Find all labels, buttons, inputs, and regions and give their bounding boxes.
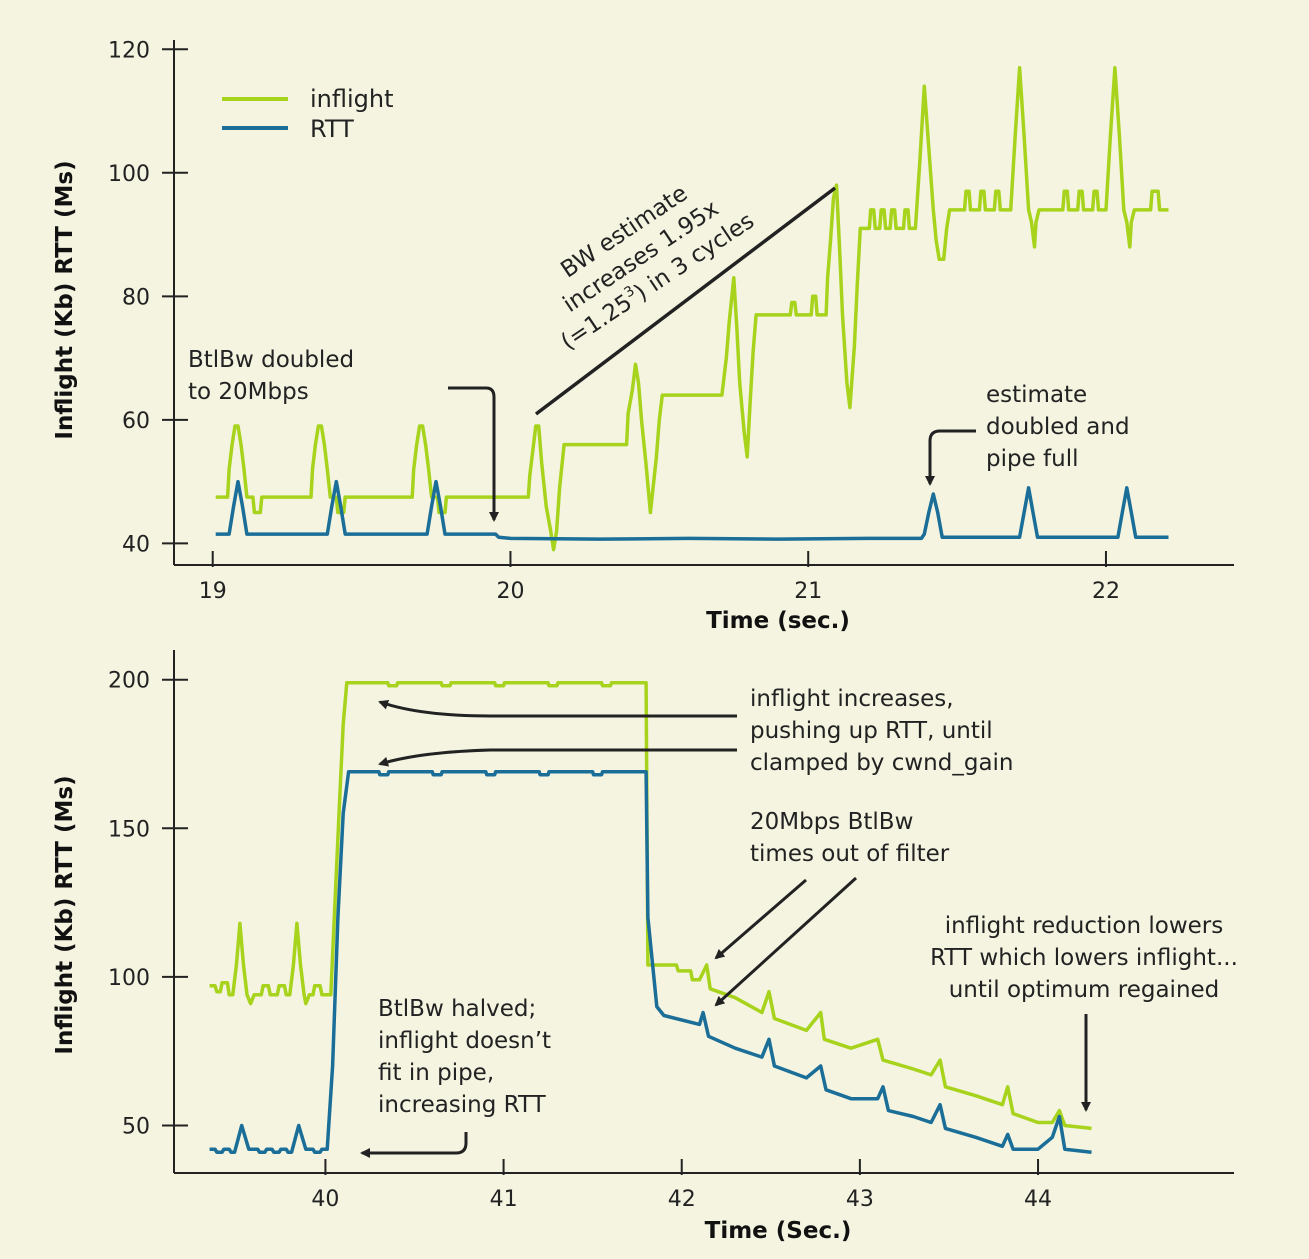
x-tick-label: 44 xyxy=(1024,1187,1052,1212)
y-tick-label: 120 xyxy=(108,38,150,63)
annotation-line: times out of filter xyxy=(750,841,950,867)
top-y-axis-title: Inflight (Kb) RTT (Ms) xyxy=(52,160,78,439)
chart-top: 40 60 80 100 120 19 20 21 22 Inflight (Kb) RTT (… xyxy=(52,38,1234,634)
series-line-inflight xyxy=(215,66,1169,552)
x-tick-label: 40 xyxy=(311,1187,339,1212)
annotation-line: pushing up RTT, until xyxy=(750,718,993,744)
series-line-rtt xyxy=(209,770,1092,1154)
legend-inflight-label: inflight xyxy=(310,85,394,113)
annotation-arrow xyxy=(925,429,976,486)
y-tick-label: 100 xyxy=(108,162,150,187)
annotation-estimate-doubled: estimate doubled and pipe full xyxy=(925,382,1130,486)
annotation-btlbw-doubled: BtlBw doubled to 20Mbps xyxy=(188,347,499,522)
annotation-arrow xyxy=(448,386,499,522)
legend: inflight RTT xyxy=(222,85,394,143)
annotation-line: fit in pipe, xyxy=(378,1060,494,1086)
annotation-line: increasing RTT xyxy=(378,1092,547,1118)
annotation-line: until optimum regained xyxy=(949,977,1220,1003)
annotation-btlbw-halved: BtlBw halved; inflight doesn’t fit in pi… xyxy=(360,996,551,1158)
annotation-line: clamped by cwnd_gain xyxy=(750,750,1014,776)
bottom-x-axis-title: Time (Sec.) xyxy=(705,1218,852,1244)
series-line-inflight xyxy=(209,680,1092,1131)
y-tick-label: 60 xyxy=(122,409,150,434)
annotation-arrow xyxy=(378,699,737,718)
bottom-series xyxy=(209,680,1092,1154)
y-tick-label: 40 xyxy=(122,532,150,557)
chart-bottom: 50 100 150 200 40 41 42 43 44 Inflight (Kb) RTT … xyxy=(52,650,1238,1244)
annotation-arrow xyxy=(378,748,737,767)
series-line-rtt xyxy=(215,479,1169,541)
annotation-arrow xyxy=(714,878,807,960)
top-x-axis-title: Time (sec.) xyxy=(706,608,850,634)
annotation-arrow xyxy=(714,876,858,1007)
y-tick-label: 150 xyxy=(108,817,150,842)
x-tick-label: 42 xyxy=(668,1187,696,1212)
annotation-arrow xyxy=(360,1132,468,1158)
annotation-line: 20Mbps BtlBw xyxy=(750,809,913,835)
annotation-line: inflight doesn’t xyxy=(378,1028,551,1054)
annotation-inflight-reduction: inflight reduction lowers RTT which lowe… xyxy=(930,913,1238,1112)
x-tick-label: 21 xyxy=(794,579,822,604)
annotation-line: estimate xyxy=(986,382,1087,408)
y-tick-label: 50 xyxy=(122,1114,150,1139)
annotation-line: doubled and xyxy=(986,414,1130,440)
annotation-btlbw-timeout: 20Mbps BtlBw times out of filter xyxy=(714,809,950,1007)
bottom-axes: 50 100 150 200 40 41 42 43 44 xyxy=(108,650,1234,1212)
x-tick-label: 41 xyxy=(490,1187,518,1212)
annotation-line: inflight increases, xyxy=(750,686,954,712)
annotation-line: to 20Mbps xyxy=(188,379,309,405)
annotation-inflight-increases: inflight increases, pushing up RTT, unti… xyxy=(378,686,1014,776)
bottom-y-axis-title: Inflight (Kb) RTT (Ms) xyxy=(52,775,78,1054)
x-tick-label: 20 xyxy=(496,579,524,604)
x-tick-label: 22 xyxy=(1092,579,1120,604)
annotation-line: BtlBw halved; xyxy=(378,996,536,1022)
annotation-line: pipe full xyxy=(986,446,1079,472)
annotation-line: inflight reduction lowers xyxy=(945,913,1224,939)
annotation-bw-estimate-line xyxy=(534,186,837,416)
x-tick-label: 19 xyxy=(199,579,227,604)
y-tick-label: 80 xyxy=(122,285,150,310)
top-series xyxy=(215,66,1169,552)
x-tick-label: 43 xyxy=(846,1187,874,1212)
y-tick-label: 200 xyxy=(108,669,150,694)
y-tick-label: 100 xyxy=(108,966,150,991)
legend-rtt-label: RTT xyxy=(310,115,354,143)
annotation-line: BtlBw doubled xyxy=(188,347,354,373)
top-axes: 40 60 80 100 120 19 20 21 22 xyxy=(108,38,1234,604)
annotation-line: RTT which lowers inflight... xyxy=(930,945,1238,971)
annotation-bw-estimate: BW estimate increases 1.95x (=1.253) in … xyxy=(556,180,759,355)
